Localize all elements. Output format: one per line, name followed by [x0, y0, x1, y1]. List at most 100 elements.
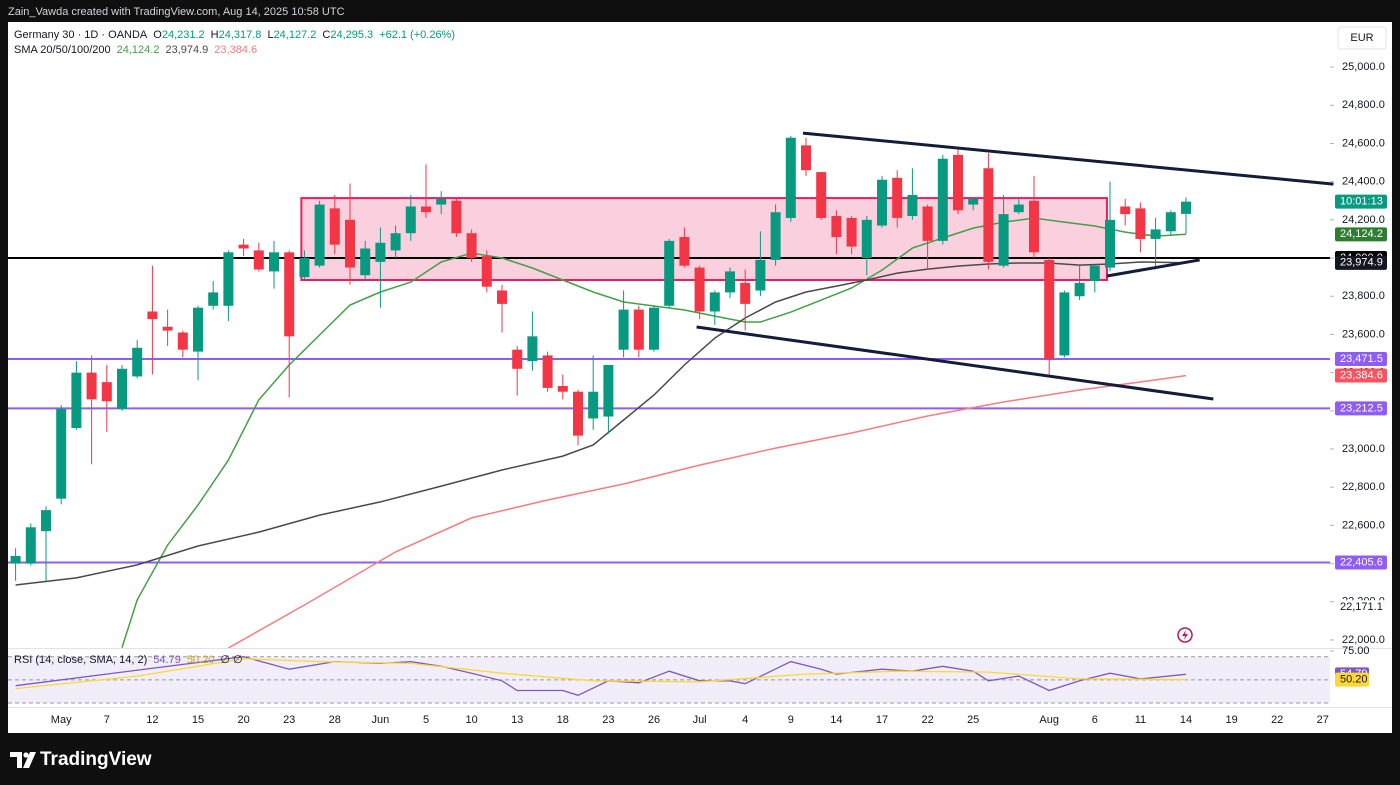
currency: EUR: [1350, 32, 1373, 44]
price-label-box: [1335, 227, 1387, 242]
change: +62.1 (+0.26%): [379, 29, 455, 41]
candle-body: [1165, 212, 1176, 232]
candle-body: [117, 368, 127, 409]
x-tick-label: 9: [788, 714, 794, 726]
y-tick-label: 24,400.0: [1342, 176, 1385, 188]
candle-body: [694, 267, 705, 312]
ohlc-value: 24,127.2: [274, 29, 317, 41]
candle-body: [1013, 204, 1024, 213]
candle-body: [223, 252, 234, 306]
x-tick-label: 11: [1135, 714, 1146, 726]
price-label: 23,471.5: [1340, 353, 1383, 365]
sma-label: SMA 20/50/100/200: [14, 44, 111, 56]
candle-body: [922, 206, 933, 241]
ohlc-value: 24,231.2: [162, 29, 205, 41]
x-tick-label: 23: [283, 714, 295, 726]
price-label: 24,124.2: [1340, 228, 1383, 240]
x-tick-label: Jul: [693, 714, 707, 726]
x-tick-label: 6: [1092, 714, 1098, 726]
x-tick-label: 28: [329, 714, 341, 726]
x-tick-label: 18: [557, 714, 569, 726]
ohlc-value: 24,317.8: [219, 29, 262, 41]
candle-body: [1150, 229, 1161, 239]
sma-legend: SMA 20/50/100/200 24,124.2 23,974.9 23,384.…: [14, 44, 257, 56]
price-label: 23,212.5: [1340, 402, 1383, 414]
candle-body: [649, 307, 659, 350]
trendline: [1106, 258, 1200, 278]
trendline: [696, 325, 1214, 401]
candle-body: [785, 137, 796, 218]
top-bar: Zain_Vawda created with TradingView.com,…: [8, 6, 345, 18]
candle-body: [1105, 219, 1115, 268]
candle-body: [421, 206, 431, 213]
candle-body: [360, 248, 371, 276]
x-tick-label: 14: [830, 714, 842, 726]
symbol: Germany 30 · 1D · OANDA: [14, 29, 148, 41]
x-tick-label: 7: [104, 714, 110, 726]
candle-body: [664, 240, 675, 306]
brand: TradingView: [40, 749, 152, 770]
candle-body: [755, 259, 766, 291]
rsi-value: 54.79: [153, 654, 181, 666]
candle-body: [557, 385, 568, 392]
candle-body: [56, 408, 67, 499]
y-tick-label: 24,600.0: [1342, 137, 1385, 149]
candle-body: [132, 347, 143, 377]
x-tick-label: 27: [1317, 714, 1329, 726]
alert-icon[interactable]: [1177, 627, 1193, 643]
candle-body: [877, 179, 887, 226]
rsi-pane: [8, 656, 1330, 704]
x-tick-label: 17: [876, 714, 888, 726]
rsi-label-box: [1335, 672, 1369, 687]
candle-body: [770, 212, 781, 260]
price-label-box: [1335, 351, 1387, 366]
rsi-legend: RSI (14, close, SMA, 14, 2) 54.79 50.20 ∅ ∅: [14, 654, 243, 666]
price-label: 22,171.1: [1340, 601, 1383, 613]
x-tick-label: 23: [602, 714, 614, 726]
candle-body: [512, 349, 523, 369]
candle-body: [725, 271, 735, 293]
candle-body: [709, 292, 720, 312]
price-label: 22,405.6: [1340, 556, 1383, 568]
x-tick-label: Aug: [1039, 714, 1059, 726]
logo-dot: [23, 752, 29, 758]
x-tick-label: 14: [1180, 714, 1192, 726]
candle-body: [801, 145, 811, 171]
x-tick-label: May: [51, 714, 72, 726]
candle-body: [937, 158, 948, 241]
candle-body: [953, 154, 963, 211]
x-tick-label: 22: [1271, 714, 1283, 726]
rsi-label: 50.20: [1340, 674, 1368, 686]
y-tick-label: 23,800.0: [1342, 290, 1385, 302]
y-tick-label: 25,000.0: [1342, 61, 1385, 73]
ohlc-key: H: [211, 29, 219, 41]
candle-body: [588, 391, 599, 419]
candle-body: [451, 200, 462, 234]
candle-body: [71, 372, 82, 429]
price-label: 23,384.6: [1340, 369, 1383, 381]
candle-body: [1074, 282, 1085, 297]
ohlc-key: O: [153, 29, 162, 41]
candle-body: [1059, 292, 1070, 356]
candle-body: [405, 206, 416, 234]
candle-body: [284, 252, 295, 337]
x-tick-label: 25: [967, 714, 979, 726]
price-label-box: [1335, 255, 1387, 270]
candle-body: [1181, 201, 1191, 214]
currency-box[interactable]: [1337, 26, 1387, 50]
axes: May 7 12 15 20 23 28 Jun 5 10 13 18 23 26 Jul 4 9 14 17 22 2…: [51, 61, 1387, 726]
price-label-box: [1335, 555, 1387, 570]
candle-body: [573, 391, 583, 436]
price-label-box: [1335, 401, 1387, 416]
price-label: 10:01:13: [1340, 196, 1383, 208]
candle-body: [1089, 265, 1100, 281]
x-tick-label: 20: [237, 714, 249, 726]
candle-body: [892, 177, 903, 218]
candle-body: [527, 336, 538, 362]
rsi-value: 50.20: [187, 654, 215, 666]
logo-t: [10, 752, 22, 768]
x-tick-label: 12: [146, 714, 158, 726]
candle-body: [1029, 200, 1039, 253]
candle-body: [466, 233, 477, 259]
